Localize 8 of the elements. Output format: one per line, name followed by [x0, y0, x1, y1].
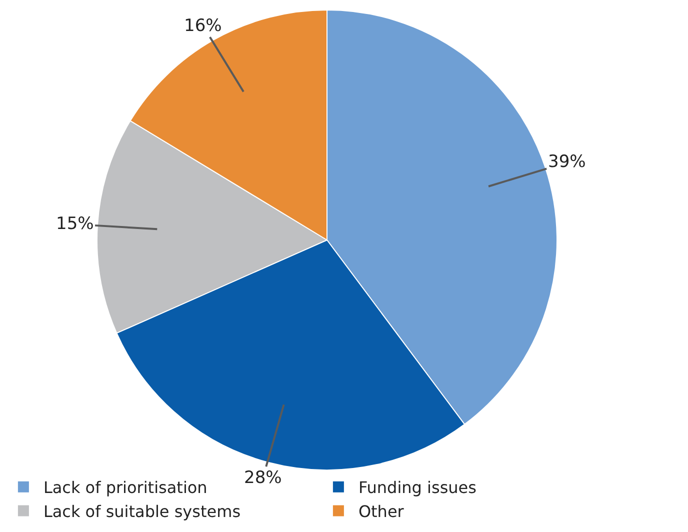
legend-label: Lack of suitable systems — [43, 502, 241, 521]
data-label: 28% — [244, 468, 282, 488]
legend-label: Other — [358, 502, 404, 521]
data-label: 16% — [184, 16, 222, 36]
legend-label: Lack of prioritisation — [43, 478, 208, 498]
legend-label: Funding issues — [358, 478, 476, 498]
data-label: 15% — [56, 214, 94, 234]
data-label: 39% — [548, 152, 586, 172]
